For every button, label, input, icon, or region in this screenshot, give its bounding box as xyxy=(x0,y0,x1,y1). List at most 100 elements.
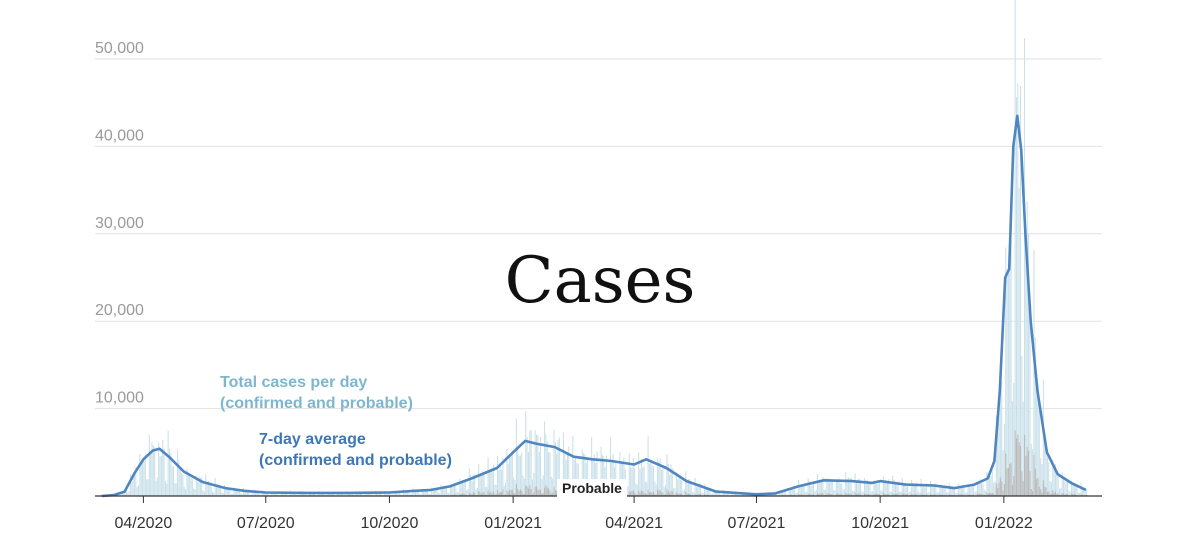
total-cases-bar xyxy=(1038,410,1040,496)
total-cases-bar xyxy=(168,448,170,496)
probable-cases-bar xyxy=(522,493,524,496)
total-cases-bar xyxy=(952,486,954,496)
total-cases-bar xyxy=(444,487,446,496)
total-cases-bar xyxy=(179,468,181,496)
probable-cases-bar xyxy=(659,490,661,496)
probable-cases-bar xyxy=(894,493,897,496)
total-cases-bar xyxy=(682,490,684,496)
total-cases-bar xyxy=(326,494,328,496)
y-tick-label: 40,000 xyxy=(95,127,144,144)
probable-cases-bar xyxy=(667,491,669,496)
total-cases-bar xyxy=(429,493,431,496)
total-cases-bar xyxy=(121,491,123,496)
total-cases-bar xyxy=(186,468,188,496)
total-cases-bar xyxy=(432,489,434,496)
total-cases-bar xyxy=(240,493,242,496)
probable-cases-bar xyxy=(535,486,538,496)
total-cases-bar xyxy=(529,430,531,496)
probable-cases-bar xyxy=(901,493,903,496)
total-cases-bar xyxy=(925,483,927,496)
total-cases-bar xyxy=(371,494,374,496)
total-cases-annotation: Total cases per day (confirmed and proba… xyxy=(220,374,413,412)
probable-cases-bar xyxy=(538,489,540,496)
probable-cases-bar xyxy=(1006,468,1008,496)
probable-cases-bar xyxy=(826,493,828,496)
total-cases-bar xyxy=(191,479,193,496)
y-tick-label: 30,000 xyxy=(95,215,144,232)
total-cases-bar xyxy=(647,436,649,496)
probable-cases-bar xyxy=(655,494,657,496)
probable-cases-bar xyxy=(1002,490,1004,496)
total-cases-bar xyxy=(937,492,940,496)
probable-cases-bar xyxy=(967,494,969,496)
probable-cases-bar xyxy=(491,493,493,496)
probable-cases-bar xyxy=(800,494,802,496)
probable-cases-bar xyxy=(999,477,1001,496)
probable-cases-bar xyxy=(526,486,528,496)
total-cases-bar xyxy=(562,432,564,496)
total-cases-bar xyxy=(666,454,668,496)
probable-cases-bar xyxy=(1026,446,1028,496)
total-cases-bar xyxy=(1013,382,1015,496)
probable-cases-bar xyxy=(1028,451,1030,496)
probable-cases-bar xyxy=(646,493,648,496)
probable-cases-bar xyxy=(483,492,485,496)
probable-cases-bar xyxy=(819,493,821,496)
probable-cases-bar xyxy=(850,493,852,496)
total-cases-bar xyxy=(398,492,400,496)
probable-cases-bar xyxy=(630,491,632,496)
total-cases-bar xyxy=(338,492,340,496)
total-cases-bar xyxy=(803,483,805,496)
total-cases-bar xyxy=(818,480,820,496)
total-cases-bar xyxy=(127,492,129,496)
probable-cases-bar xyxy=(647,489,649,496)
total-cases-bar xyxy=(804,492,806,496)
total-cases-bar xyxy=(160,455,162,496)
total-cases-bar xyxy=(1001,381,1003,496)
total-cases-bar xyxy=(812,483,814,496)
total-cases-bar xyxy=(702,493,704,496)
total-cases-bar xyxy=(853,491,855,496)
total-cases-bar xyxy=(1007,268,1009,496)
total-cases-bar xyxy=(421,489,423,496)
total-cases-bar xyxy=(271,492,273,496)
total-cases-bar xyxy=(146,479,148,496)
total-cases-bar xyxy=(369,492,371,496)
total-cases-bar xyxy=(811,485,813,496)
probable-cases-bar xyxy=(643,492,645,496)
total-cases-bar xyxy=(178,460,180,496)
total-cases-bar xyxy=(890,492,892,496)
probable-cases-bar xyxy=(1063,493,1065,496)
total-cases-bar xyxy=(1037,384,1039,496)
total-cases-bar xyxy=(400,494,402,496)
total-cases-bar xyxy=(587,456,589,496)
y-axis-labels: 10,000 20,000 30,000 40,000 50,000 xyxy=(95,40,144,407)
total-cases-bar xyxy=(843,489,845,496)
total-cases-bar xyxy=(870,491,872,496)
total-cases-bar xyxy=(388,493,390,496)
probable-cases-bar xyxy=(980,494,983,496)
total-cases-bar xyxy=(654,481,656,496)
probable-cases-bar xyxy=(995,483,997,496)
total-cases-bar xyxy=(686,479,688,496)
probable-cases-bar xyxy=(854,492,856,496)
probable-cases-bar xyxy=(502,489,504,496)
total-cases-bar xyxy=(502,457,504,496)
total-cases-bar xyxy=(942,486,944,496)
probable-cases-bar xyxy=(694,493,696,496)
probable-cases-bar xyxy=(697,493,699,496)
total-cases-bar xyxy=(406,490,408,496)
probable-cases-bar xyxy=(873,493,875,496)
probable-cases-bar xyxy=(531,494,533,496)
total-cases-bar xyxy=(786,494,788,496)
probable-cases-bar xyxy=(841,493,843,496)
probable-cases-bar xyxy=(807,493,809,496)
total-cases-bar xyxy=(248,490,250,496)
total-cases-bar xyxy=(428,493,430,496)
probable-cases-bar xyxy=(511,489,513,496)
total-cases-bar xyxy=(1036,383,1038,496)
total-cases-bar xyxy=(975,491,977,496)
probable-cases-bar xyxy=(1073,493,1075,496)
total-cases-bar xyxy=(877,483,879,496)
probable-cases-bar xyxy=(503,494,505,496)
